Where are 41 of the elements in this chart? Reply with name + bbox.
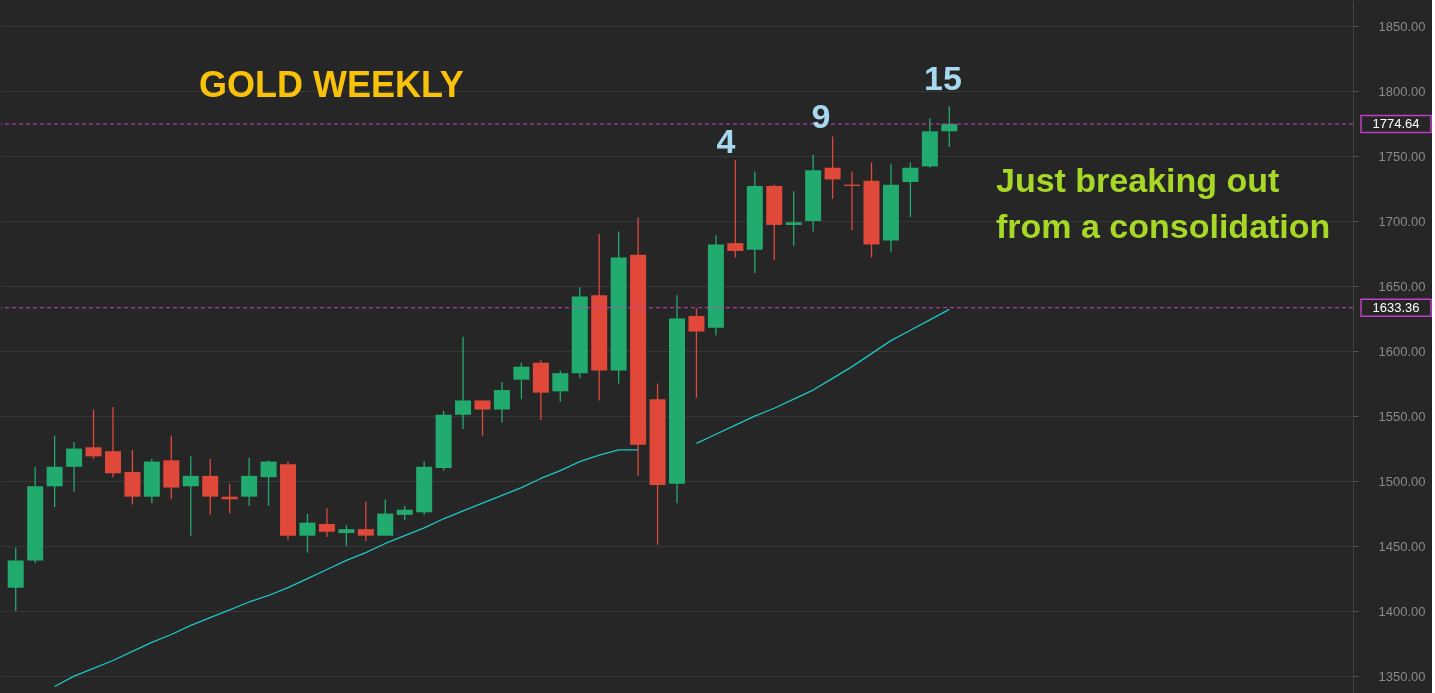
y-tick-label: 1850.00 xyxy=(1378,18,1426,34)
candlestick xyxy=(46,434,63,508)
candlestick xyxy=(688,307,705,399)
candlestick xyxy=(474,399,491,437)
candlestick xyxy=(785,190,802,247)
ref-line-label: 1774.64 xyxy=(1372,115,1420,131)
candlestick xyxy=(202,458,219,516)
annotation: 4 xyxy=(716,122,736,160)
candlestick xyxy=(513,362,530,400)
candlestick xyxy=(824,135,841,200)
candlestick xyxy=(902,161,919,218)
y-tick-label: 1800.00 xyxy=(1378,83,1426,99)
y-tick-label: 1500.00 xyxy=(1378,473,1426,489)
ref-line-label: 1633.36 xyxy=(1372,299,1420,315)
candlestick xyxy=(357,501,374,542)
candlestick xyxy=(377,498,394,537)
y-tick-label: 1450.00 xyxy=(1378,538,1426,554)
candlestick xyxy=(455,336,472,430)
candlestick xyxy=(727,159,744,259)
candlestick xyxy=(182,455,199,537)
candlestick xyxy=(260,459,277,507)
y-tick-label: 1750.00 xyxy=(1378,148,1426,164)
y-tick-label: 1550.00 xyxy=(1378,408,1426,424)
y-tick-label: 1350.00 xyxy=(1378,668,1426,684)
y-tick-label: 1650.00 xyxy=(1378,278,1426,294)
candlestick xyxy=(299,512,316,554)
annotation: 9 xyxy=(811,97,831,135)
candlestick xyxy=(104,406,121,478)
candlestick xyxy=(338,524,355,547)
candlestick xyxy=(66,441,83,493)
y-tick-label: 1700.00 xyxy=(1378,213,1426,229)
candlestick xyxy=(85,408,102,460)
y-tick-label: 1600.00 xyxy=(1378,343,1426,359)
candlestick xyxy=(493,381,510,424)
candlestick xyxy=(318,507,335,538)
text: GOLD WEEKLY xyxy=(199,64,464,105)
candlestick xyxy=(552,369,569,403)
y-tick-label: 1400.00 xyxy=(1378,603,1426,619)
annotation: 15 xyxy=(924,59,962,97)
annotation: Just breaking out from a consolidation xyxy=(996,161,1331,245)
candlestick xyxy=(241,457,258,507)
